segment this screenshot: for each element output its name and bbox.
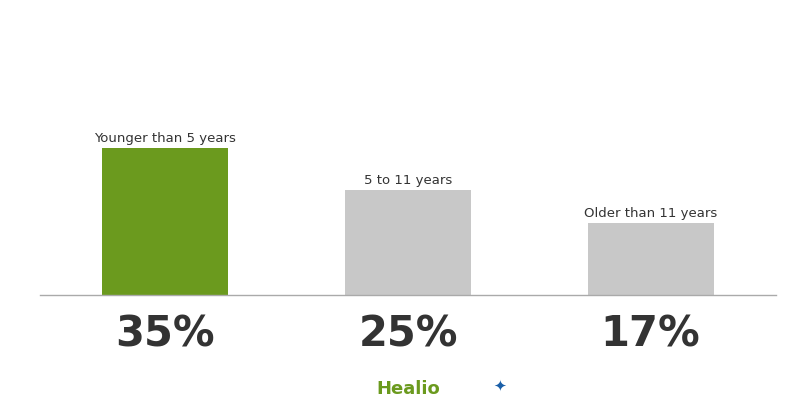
Text: 35%: 35% xyxy=(116,313,215,355)
Text: ✦: ✦ xyxy=(493,378,506,393)
Text: Older than 11 years: Older than 11 years xyxy=(584,207,718,220)
Text: 17%: 17% xyxy=(601,313,701,355)
Text: 5 to 11 years: 5 to 11 years xyxy=(364,173,452,186)
Text: 25%: 25% xyxy=(358,313,458,355)
Text: Healio: Healio xyxy=(376,380,440,398)
Bar xyxy=(345,190,471,294)
Text: Percent of patients who visited a rheumatologist within: Percent of patients who visited a rheuma… xyxy=(104,29,696,48)
Text: 10 weeks of JIA symptom onset, based on age:: 10 weeks of JIA symptom onset, based on … xyxy=(154,71,646,89)
Bar xyxy=(102,148,229,294)
Text: Younger than 5 years: Younger than 5 years xyxy=(94,132,236,145)
Bar xyxy=(587,223,714,294)
